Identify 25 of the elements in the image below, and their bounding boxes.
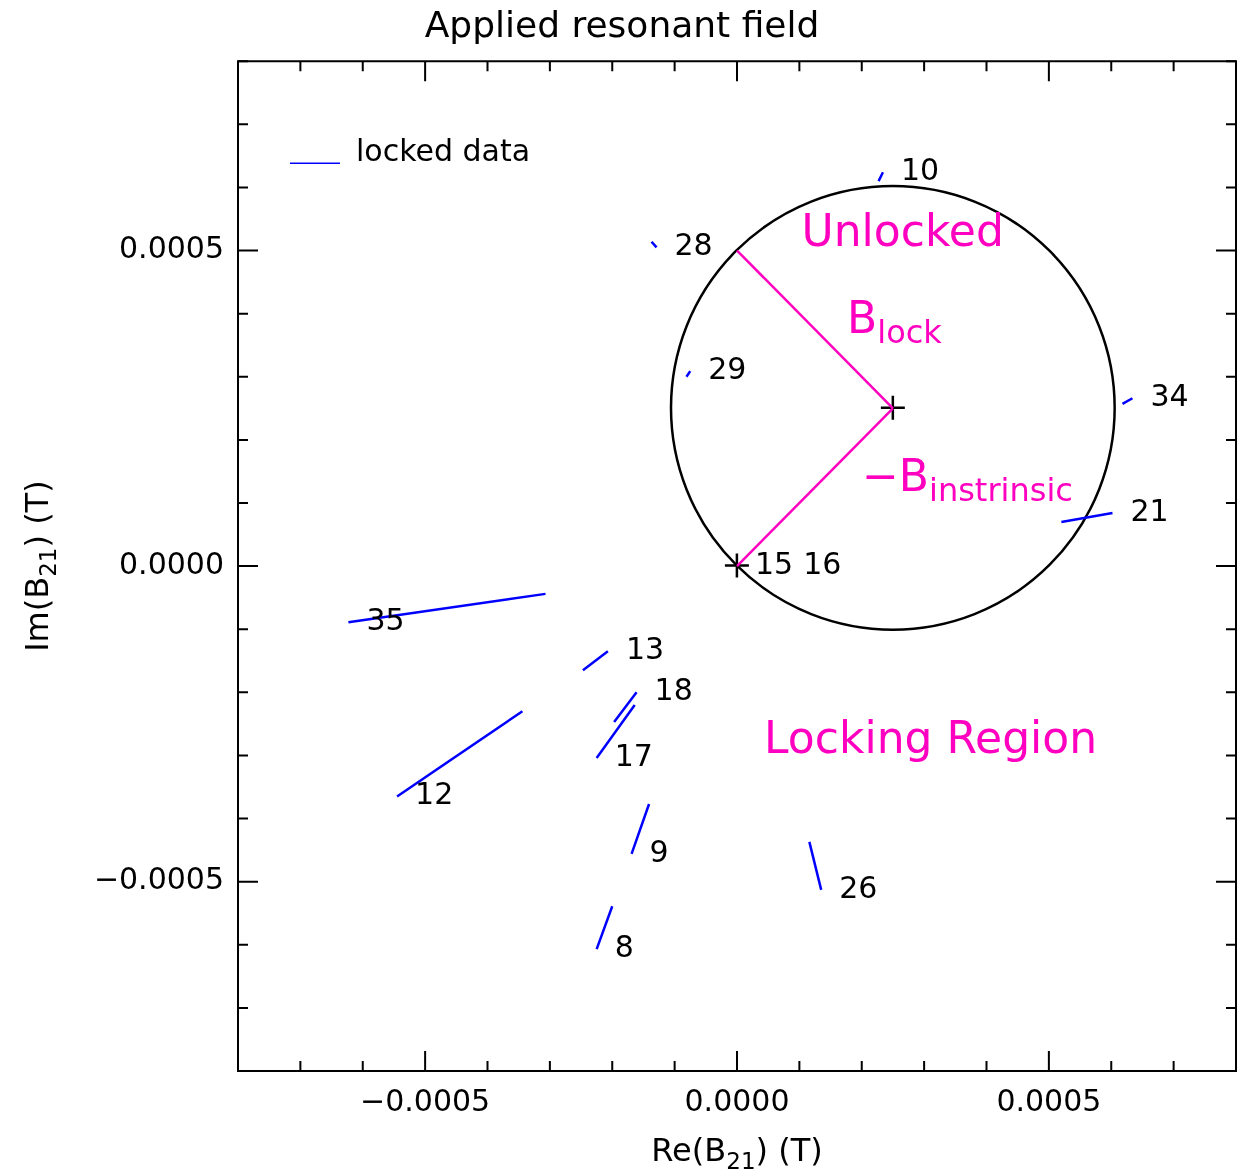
y-tick-label: 0.0000 [119,545,224,581]
annotation: 34 [1150,378,1189,414]
annotation: Locking Region [764,712,1098,764]
annotation: 17 [614,737,653,773]
x-tick-label: 0.0000 [684,1082,790,1118]
annotation: 15 [755,545,794,581]
annotation: 16 [803,545,842,581]
annotation: 10 [900,152,940,188]
legend-label: locked data [356,133,531,168]
y-tick-label: 0.0005 [119,230,224,266]
x-tick-label: −0.0005 [360,1082,491,1118]
x-tick-label: 0.0005 [996,1082,1102,1118]
annotation: 9 [649,833,669,869]
annotation: 12 [415,776,454,812]
annotation: Unlocked [801,205,1004,257]
annotation: 29 [708,350,747,386]
annotation: 26 [839,869,878,905]
annotation: 13 [625,631,665,667]
annotation: 8 [614,928,634,964]
y-tick-label: −0.0005 [93,861,224,897]
annotation: 28 [674,227,713,263]
annotation: 18 [654,672,693,708]
chart-title: Applied resonant field [424,3,820,45]
y-axis-title: Im(B21) (T) [18,480,61,652]
annotation: 21 [1130,492,1169,528]
